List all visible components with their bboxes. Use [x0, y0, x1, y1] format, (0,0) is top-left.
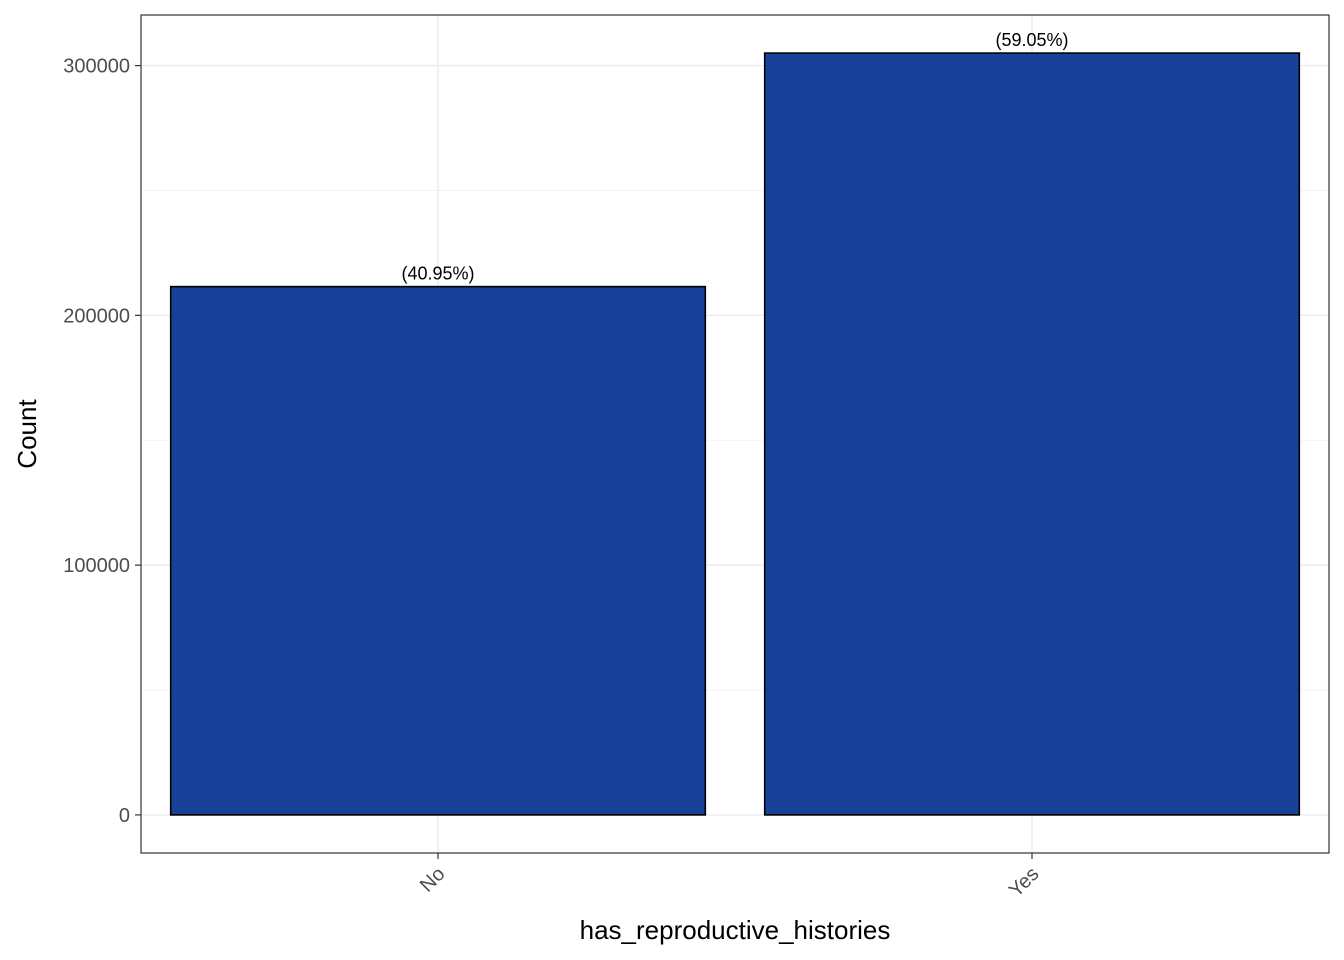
y-tick-label: 100000: [63, 555, 130, 577]
y-tick-label: 0: [119, 805, 130, 827]
panel-border: [140, 14, 1330, 854]
x-axis-title: has_reproductive_histories: [580, 915, 891, 945]
bar-no: [169, 285, 707, 816]
bar-yes: [763, 52, 1301, 816]
data-label-no: (40.95%): [401, 264, 474, 284]
x-tick-label-yes: Yes: [1005, 863, 1044, 902]
x-tick-label-no: No: [416, 863, 450, 897]
bars: [169, 52, 1301, 816]
data-label-yes: (59.05%): [995, 30, 1068, 50]
x-axis: No Yes: [416, 853, 1044, 902]
y-axis: 0 100000 200000 300000: [63, 56, 141, 827]
data-labels: (40.95%) (59.05%): [401, 30, 1068, 284]
y-tick-label: 200000: [63, 305, 130, 327]
y-tick-label: 300000: [63, 56, 130, 78]
y-axis-title: Count: [12, 399, 42, 469]
